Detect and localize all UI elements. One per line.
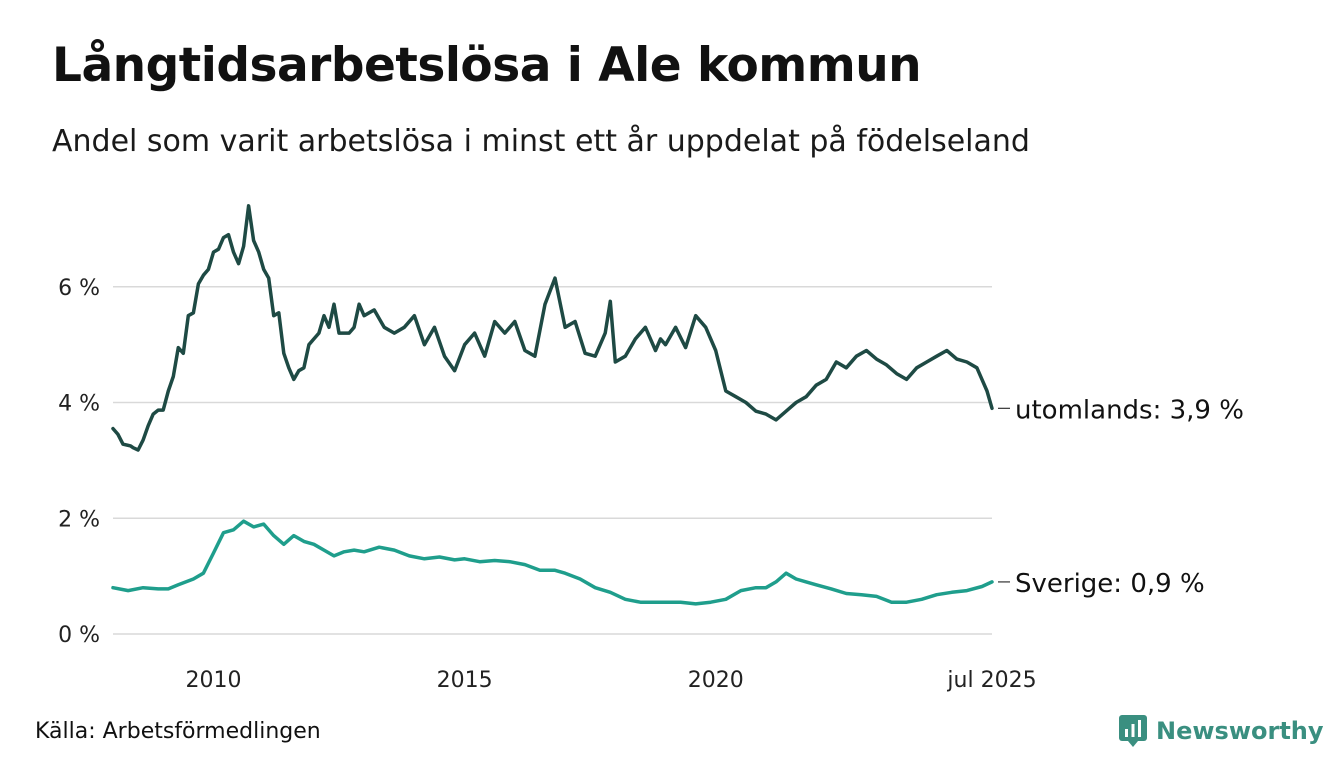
y-tick-label: 2 % xyxy=(58,507,100,532)
series-end-label-sverige: Sverige: 0,9 % xyxy=(1015,569,1205,599)
gridlines xyxy=(113,286,992,635)
y-tick-label: 6 % xyxy=(58,276,100,301)
x-axis-ticks: 2010 2015 2020 jul 2025 xyxy=(185,668,1036,693)
newsworthy-logo-icon xyxy=(1119,715,1147,747)
newsworthy-logo: Newsworthy xyxy=(1118,714,1324,748)
chart-subtitle: Andel som varit arbetslösa i minst ett å… xyxy=(52,124,1030,159)
series-lines xyxy=(111,204,994,606)
source-note: Källa: Arbetsförmedlingen xyxy=(35,719,321,744)
x-tick-label: jul 2025 xyxy=(946,668,1036,693)
series-end-labels: utomlands: 3,9 % Sverige: 0,9 % xyxy=(998,395,1244,599)
x-tick-label: 2010 xyxy=(185,668,241,693)
series-line-sverige xyxy=(111,519,994,606)
y-tick-label: 0 % xyxy=(58,623,100,648)
x-tick-label: 2015 xyxy=(437,668,493,693)
y-axis-ticks: 0 % 2 % 4 % 6 % xyxy=(58,276,100,648)
series-end-label-utomlands: utomlands: 3,9 % xyxy=(1015,395,1244,425)
chart-title: Långtidsarbetslösa i Ale kommun xyxy=(52,38,922,93)
x-tick-label: 2020 xyxy=(688,668,744,693)
y-tick-label: 4 % xyxy=(58,392,100,417)
series-line-utomlands xyxy=(111,204,994,452)
newsworthy-logo-text: Newsworthy xyxy=(1156,717,1324,745)
